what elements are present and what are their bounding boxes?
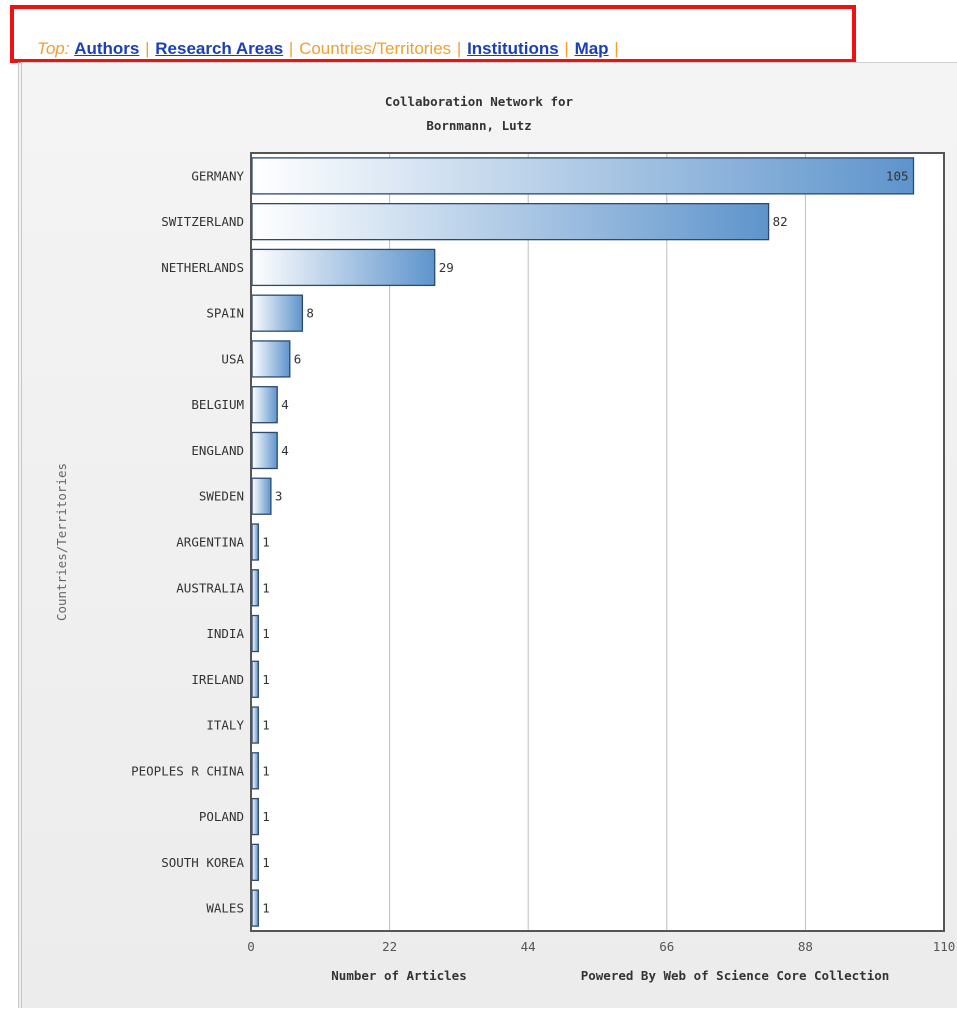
- data-label: 6: [294, 351, 302, 366]
- category-label: ENGLAND: [191, 443, 244, 458]
- nav-separator: |: [614, 39, 619, 58]
- x-axis-label: Number of Articles: [331, 968, 466, 983]
- nav-link-institutions[interactable]: Institutions: [467, 39, 559, 58]
- category-label: ITALY: [206, 718, 244, 733]
- bar: [251, 752, 259, 790]
- data-label: 1: [262, 855, 270, 870]
- data-label: 1: [262, 580, 270, 595]
- category-label: NETHERLANDS: [161, 260, 244, 275]
- data-label: 1: [262, 763, 270, 778]
- data-label: 82: [773, 214, 788, 229]
- nav-link-research-areas[interactable]: Research Areas: [155, 39, 284, 58]
- category-label: INDIA: [206, 626, 244, 641]
- y-axis-label: Countries/Territories: [54, 463, 69, 621]
- data-label: 105: [886, 168, 909, 183]
- bar: [251, 202, 770, 241]
- data-label: 1: [262, 718, 270, 733]
- bar: [251, 294, 304, 332]
- nav-link-map[interactable]: Map: [574, 39, 609, 58]
- nav-prefix: Top:: [37, 39, 70, 58]
- category-label: POLAND: [199, 809, 244, 824]
- x-tick-label: 88: [798, 939, 813, 954]
- nav-link-authors[interactable]: Authors: [74, 39, 140, 58]
- bar: [251, 843, 259, 882]
- data-label: 29: [439, 260, 454, 275]
- chart-credit: Powered By Web of Science Core Collectio…: [581, 968, 890, 983]
- bar: [251, 248, 436, 287]
- category-label: SPAIN: [206, 306, 244, 321]
- category-label: SWEDEN: [199, 489, 244, 504]
- category-label: WALES: [206, 901, 244, 916]
- category-label: GERMANY: [191, 168, 244, 183]
- data-label: 4: [281, 397, 289, 412]
- bar: [251, 157, 915, 195]
- data-label: 1: [262, 809, 270, 824]
- data-label: 8: [306, 306, 314, 321]
- data-label: 3: [275, 489, 283, 504]
- top-nav-box: Top: Authors | Research Areas | Countrie…: [10, 5, 856, 63]
- chart-title-line-1: Collaboration Network for: [385, 94, 574, 109]
- category-label: BELGIUM: [191, 397, 244, 412]
- bar: [251, 477, 272, 515]
- top-nav: Top: Authors | Research Areas | Countrie…: [37, 39, 620, 59]
- data-label: 1: [262, 672, 270, 687]
- category-label: SWITZERLAND: [161, 214, 244, 229]
- nav-separator: |: [145, 39, 150, 58]
- bar: [251, 797, 259, 836]
- collaboration-bar-chart: Collaboration Network for Bornmann, Lutz…: [54, 94, 955, 983]
- category-label: USA: [221, 351, 244, 366]
- bar: [251, 431, 278, 470]
- bars: 105 82 29 8 6 4 4 3 1 1 1 1 1 1 1 1 1: [251, 157, 915, 927]
- nav-separator: |: [456, 39, 462, 58]
- plot-frame: [250, 152, 945, 932]
- data-label: 4: [281, 443, 289, 458]
- category-label: PEOPLES R CHINA: [131, 763, 244, 778]
- x-ticks: 0 22 44 66 88 110: [247, 939, 955, 954]
- nav-current-countries-territories: Countries/Territories: [299, 39, 452, 58]
- bar: [251, 660, 259, 698]
- category-label: SOUTH KOREA: [161, 855, 244, 870]
- x-tick-label: 44: [521, 939, 536, 954]
- data-label: 1: [262, 901, 270, 916]
- bar: [251, 889, 259, 927]
- category-labels: GERMANY SWITZERLAND NETHERLANDS SPAIN USA BEL…: [131, 168, 244, 915]
- bar: [251, 614, 259, 653]
- nav-separator: |: [564, 39, 569, 58]
- bar: [251, 340, 291, 378]
- bar: [251, 706, 259, 744]
- x-tick-label: 0: [247, 939, 255, 954]
- data-label: 1: [262, 535, 270, 550]
- bar: [251, 386, 278, 424]
- x-tick-label: 22: [382, 939, 397, 954]
- category-label: ARGENTINA: [176, 535, 244, 550]
- category-label: IRELAND: [191, 672, 244, 687]
- x-tick-label: 66: [659, 939, 674, 954]
- chart-title-line-2: Bornmann, Lutz: [426, 118, 531, 133]
- bar: [251, 523, 259, 561]
- data-label: 1: [262, 626, 270, 641]
- x-tick-label: 110: [933, 939, 956, 954]
- chart-panel: Collaboration Network for Bornmann, Lutz…: [18, 62, 957, 1008]
- nav-separator: |: [288, 39, 294, 58]
- bar: [251, 569, 259, 607]
- category-label: AUSTRALIA: [176, 580, 244, 595]
